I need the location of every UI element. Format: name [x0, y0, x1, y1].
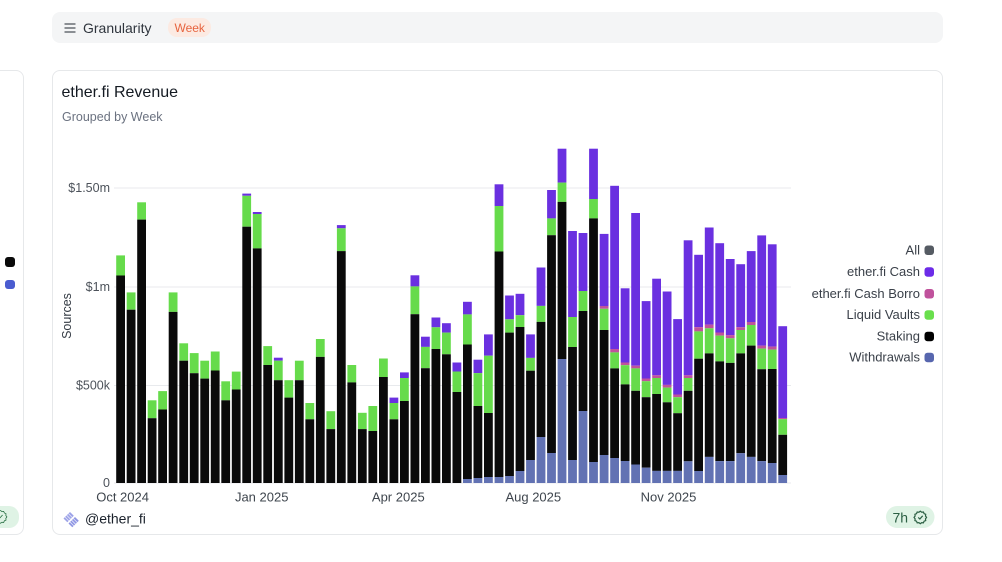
svg-text:Staking: Staking: [877, 329, 920, 344]
svg-text:Oct 2024: Oct 2024: [96, 490, 149, 505]
svg-text:$1.50m: $1.50m: [68, 181, 110, 195]
svg-text:Apr 2025: Apr 2025: [372, 490, 425, 505]
svg-text:Liquid Vaults: Liquid Vaults: [847, 307, 921, 322]
svg-text:Nov 2025: Nov 2025: [641, 490, 697, 505]
svg-text:@ether_fi: @ether_fi: [85, 511, 146, 527]
svg-text:Sources: Sources: [60, 293, 74, 339]
svg-text:Aug 2025: Aug 2025: [505, 490, 561, 505]
svg-text:7h: 7h: [893, 510, 909, 526]
svg-text:All: All: [906, 242, 921, 257]
svg-text:$1m: $1m: [86, 280, 110, 294]
svg-text:ether.fi Cash: ether.fi Cash: [847, 264, 920, 279]
svg-text:Jan 2025: Jan 2025: [235, 490, 289, 505]
svg-text:0: 0: [103, 476, 110, 490]
svg-text:ether.fi Cash Borro: ether.fi Cash Borro: [812, 286, 920, 301]
svg-text:$500k: $500k: [76, 379, 111, 393]
svg-text:Withdrawals: Withdrawals: [849, 350, 920, 365]
